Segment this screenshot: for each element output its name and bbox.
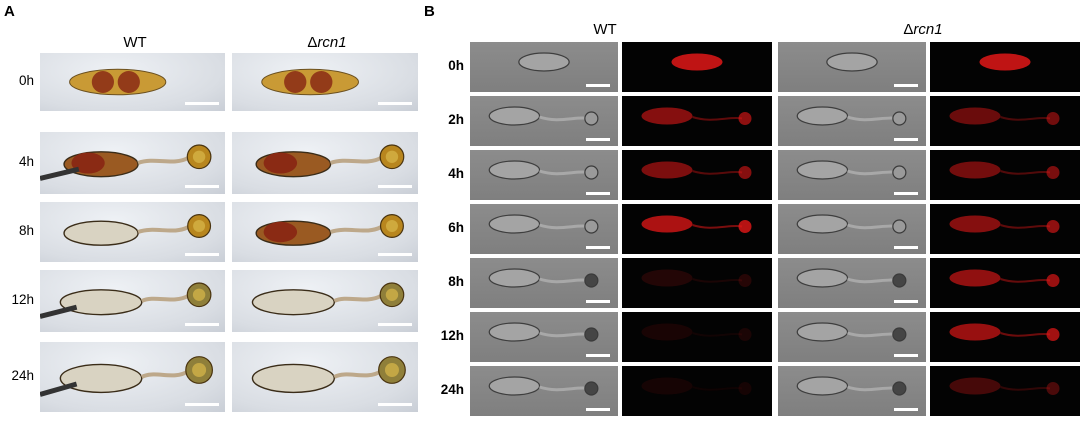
scale-bar	[894, 246, 918, 249]
scale-bar	[586, 246, 610, 249]
scale-bar	[185, 403, 219, 406]
scale-bar	[185, 253, 219, 256]
dic-tile	[470, 150, 618, 200]
scale-bar	[894, 84, 918, 87]
scale-bar	[586, 138, 610, 141]
scale-bar	[586, 192, 610, 195]
fluorescence-tile	[930, 96, 1080, 146]
micrograph-tile	[232, 53, 418, 111]
micrograph-tile	[232, 202, 418, 262]
scale-bar	[894, 300, 918, 303]
fluorescence-tile	[622, 312, 772, 362]
panel-b-row-label: 2h	[448, 112, 464, 127]
panel-a-letter: A	[4, 3, 15, 20]
dic-tile	[470, 204, 618, 254]
scale-bar	[378, 403, 412, 406]
fluorescence-tile	[622, 96, 772, 146]
scale-bar	[894, 354, 918, 357]
micrograph-tile	[40, 342, 225, 412]
panel-b-row-label: 24h	[440, 382, 464, 397]
scale-bar	[185, 323, 219, 326]
dic-tile	[778, 204, 926, 254]
scale-bar	[586, 84, 610, 87]
fluorescence-tile	[622, 204, 772, 254]
panel-b-row-label: 0h	[448, 58, 464, 73]
panel-b-letter: B	[424, 3, 435, 20]
panel-a-row-label: 0h	[18, 73, 34, 88]
fluorescence-tile	[930, 150, 1080, 200]
fluorescence-tile	[622, 150, 772, 200]
micrograph-tile	[40, 270, 225, 332]
scale-bar	[586, 354, 610, 357]
micrograph-tile	[40, 132, 225, 194]
micrograph-tile	[40, 53, 225, 111]
dic-tile	[470, 96, 618, 146]
dic-tile	[778, 96, 926, 146]
dic-tile	[470, 312, 618, 362]
scale-bar	[185, 102, 219, 105]
scale-bar	[185, 185, 219, 188]
fluorescence-tile	[930, 366, 1080, 416]
micrograph-tile	[232, 270, 418, 332]
scale-bar	[378, 323, 412, 326]
dic-tile	[778, 312, 926, 362]
dic-tile	[778, 150, 926, 200]
fluorescence-tile	[930, 204, 1080, 254]
scale-bar	[378, 253, 412, 256]
panel-a-row-label: 24h	[11, 368, 34, 383]
fluorescence-tile	[622, 42, 772, 92]
micrograph-tile	[232, 132, 418, 194]
dic-tile	[778, 258, 926, 308]
panel-b-row-label: 6h	[448, 220, 464, 235]
dic-tile	[778, 42, 926, 92]
scale-bar	[378, 102, 412, 105]
micrograph-tile	[232, 342, 418, 412]
panel-b-row-label: 12h	[440, 328, 464, 343]
panel-b-group-wt: WT	[593, 21, 617, 38]
dic-tile	[470, 258, 618, 308]
micrograph-tile	[40, 202, 225, 262]
panel-b-row-label: 4h	[448, 166, 464, 181]
panel-a-row-label: 12h	[11, 292, 34, 307]
scale-bar	[586, 300, 610, 303]
panel-a-column-wt: WT	[123, 34, 147, 51]
fluorescence-tile	[930, 42, 1080, 92]
panel-a-row-label: 4h	[18, 154, 34, 169]
fluorescence-tile	[622, 366, 772, 416]
scale-bar	[894, 408, 918, 411]
dic-tile	[470, 42, 618, 92]
fluorescence-tile	[622, 258, 772, 308]
scale-bar	[586, 408, 610, 411]
fluorescence-tile	[930, 312, 1080, 362]
dic-tile	[470, 366, 618, 416]
dic-tile	[778, 366, 926, 416]
scale-bar	[894, 138, 918, 141]
panel-b-group-rcn1: Δrcn1	[903, 21, 943, 38]
fluorescence-tile	[930, 258, 1080, 308]
scale-bar	[378, 185, 412, 188]
panel-b-row-label: 8h	[448, 274, 464, 289]
panel-a-column-rcn1: Δrcn1	[307, 34, 347, 51]
panel-a-row-label: 8h	[18, 223, 34, 238]
scale-bar	[894, 192, 918, 195]
